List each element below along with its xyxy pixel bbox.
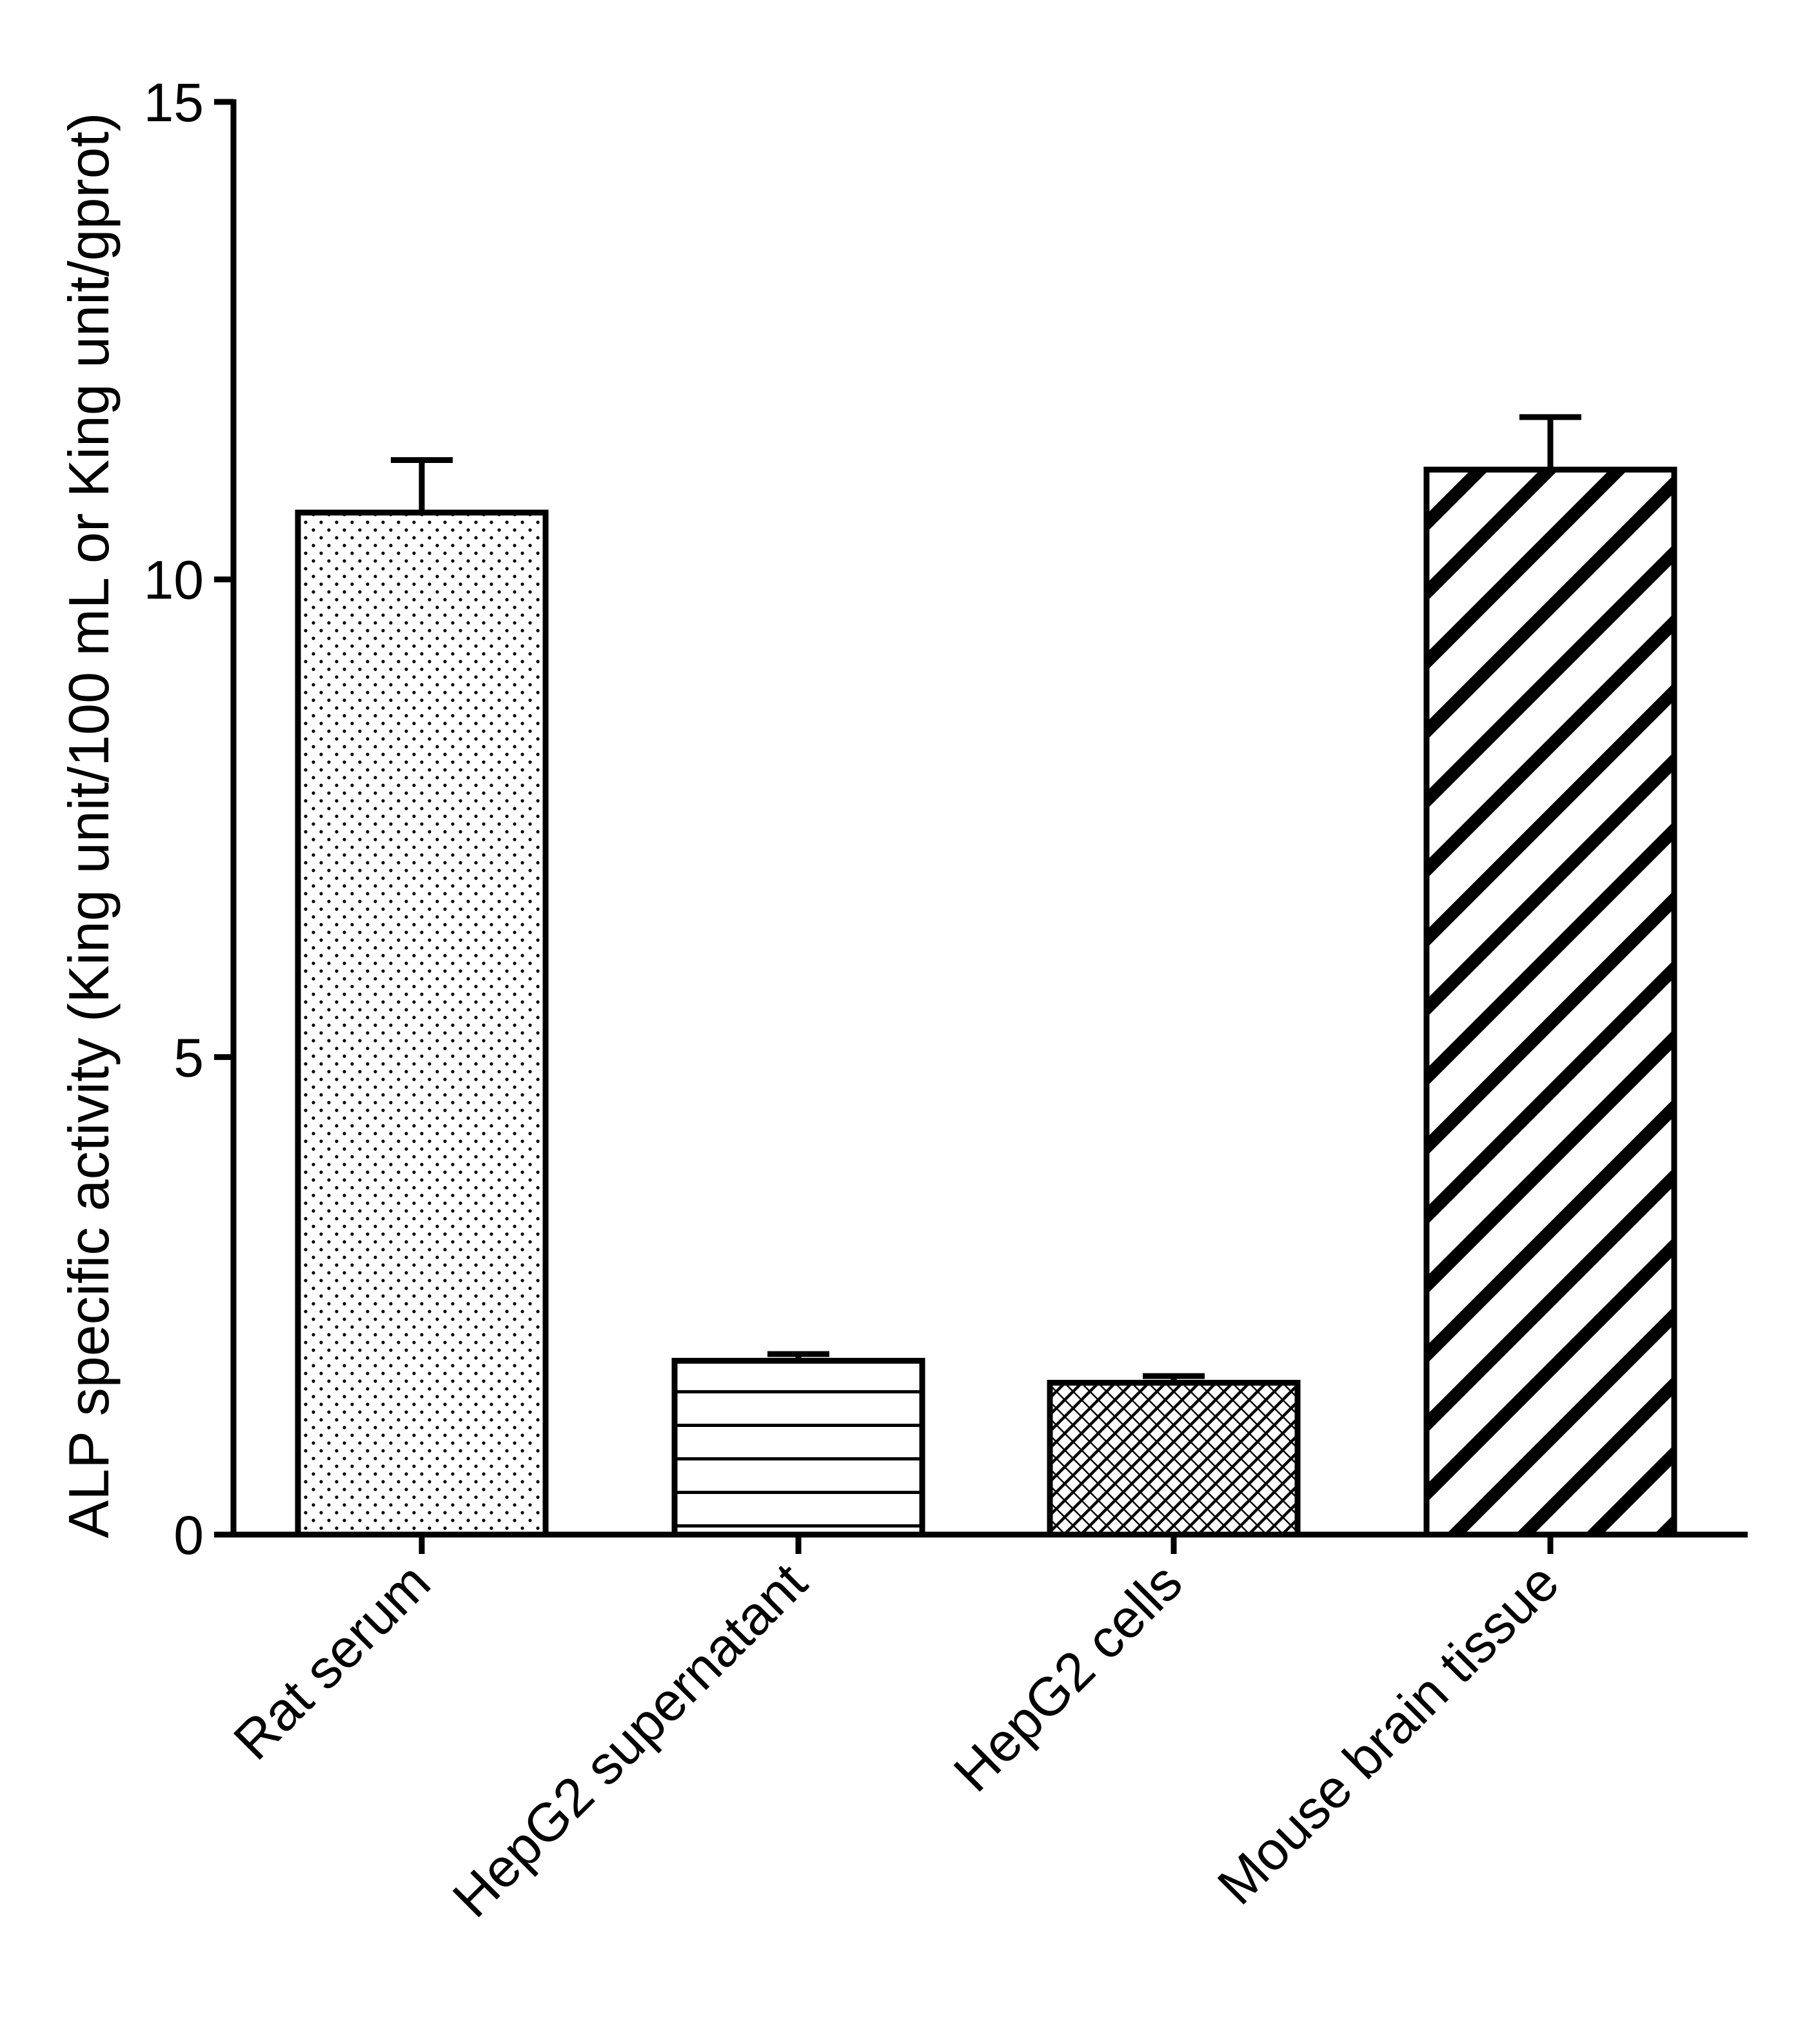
bar-hepg2-supernatant [671, 1357, 925, 1538]
bar-mouse-brain-tissue [1423, 466, 1677, 1538]
x-tick-label: Rat serum [222, 1551, 441, 1771]
x-tick-label: HepG2 cells [942, 1551, 1194, 1803]
y-tick-label: 5 [173, 1027, 204, 1088]
y-tick-label: 10 [144, 550, 204, 611]
bar-hepg2-cells [1047, 1379, 1301, 1538]
plot-area: 0 5 10 15 Rat serum HepG2 supernatant HepG2 ce… [144, 72, 1748, 1929]
y-tick-label: 15 [144, 72, 204, 133]
y-tick-label: 0 [173, 1505, 204, 1566]
y-axis-label: ALP specific activity (King unit/100 mL … [57, 113, 121, 1538]
bar-rat-serum [295, 509, 549, 1538]
x-tick-label: HepG2 supernatant [441, 1551, 818, 1929]
x-tick-label: Mouse brain tissue [1206, 1551, 1570, 1916]
